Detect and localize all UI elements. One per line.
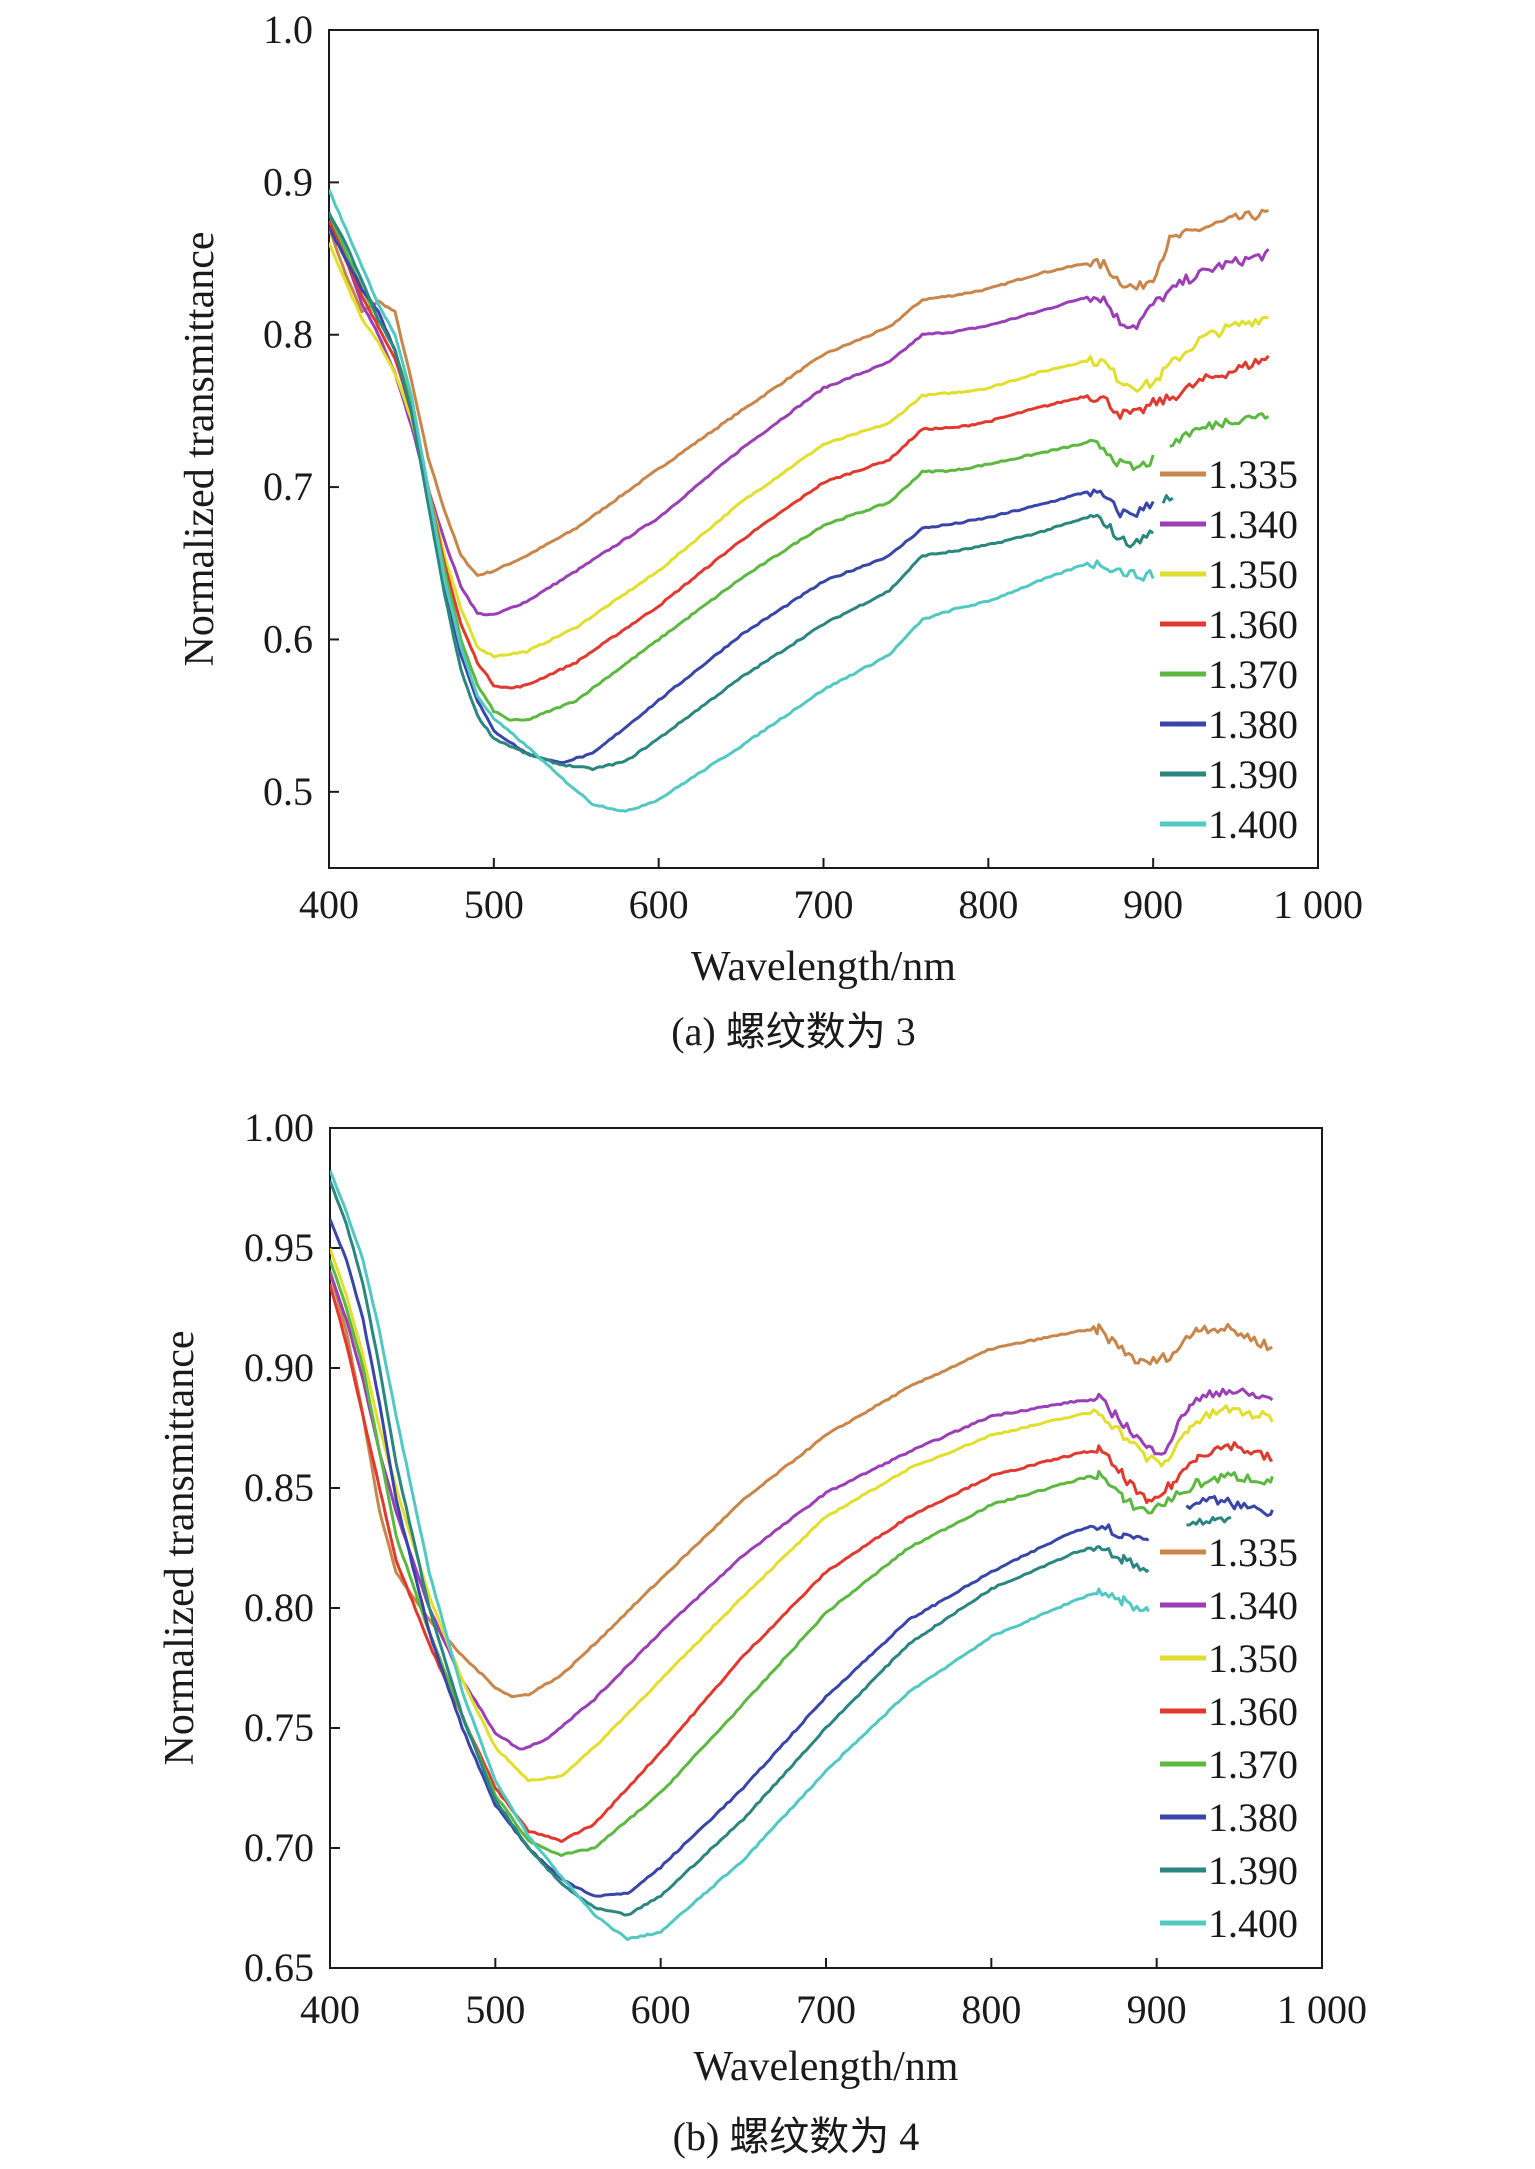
series-line-1-390 xyxy=(329,212,1155,772)
y-tick-label: 1.00 xyxy=(244,1105,314,1150)
series-group xyxy=(329,188,1270,813)
series-line-1-360 xyxy=(329,220,1270,690)
legend-label-1-350: 1.350 xyxy=(1208,1636,1298,1681)
x-tick-label: 700 xyxy=(796,1987,856,2032)
y-axis-title: Normalized transmittance xyxy=(157,1331,203,1766)
y-tick-label: 0.95 xyxy=(244,1225,314,1270)
x-tick-label: 1 000 xyxy=(1277,1987,1367,2032)
x-tick-label: 700 xyxy=(794,882,854,927)
series-line-1-380-segment xyxy=(1185,1494,1274,1518)
series-line-1-340 xyxy=(329,211,1270,617)
series-line-1-335 xyxy=(329,208,1269,577)
x-tick-label: 600 xyxy=(631,1987,691,2032)
x-tick-label: 1 000 xyxy=(1273,882,1363,927)
legend-label-1-370: 1.370 xyxy=(1208,652,1298,697)
y-tick-label: 0.5 xyxy=(263,769,313,814)
x-tick-label: 400 xyxy=(299,882,359,927)
series-line-1-350 xyxy=(329,242,1269,659)
legend-label-1-360: 1.360 xyxy=(1208,602,1298,647)
legend-label-1-340: 1.340 xyxy=(1208,502,1298,547)
legend-label-1-400: 1.400 xyxy=(1208,1901,1298,1946)
x-tick-label: 500 xyxy=(465,1987,525,2032)
chart-a: 400 500 600 700 800 900 1 000 0.5 0.6 0.7 0.8 0.9 1.… xyxy=(177,7,1363,1054)
y-axis-title: Normalized transmittance xyxy=(177,232,223,667)
legend-label-1-390: 1.390 xyxy=(1208,752,1298,797)
legend-label-1-400: 1.400 xyxy=(1208,802,1298,847)
y-tick-label: 0.80 xyxy=(244,1585,314,1630)
plot-frame xyxy=(328,29,1319,869)
x-tick-label: 900 xyxy=(1123,882,1183,927)
series-line-1-390-segment xyxy=(1186,1515,1232,1527)
series-line-1-390-segment xyxy=(1161,494,1174,504)
series-line-1-370-segment xyxy=(1169,412,1270,448)
series-line-1-360 xyxy=(330,1283,1273,1844)
y-tick-label: 0.6 xyxy=(263,616,313,661)
series-line-1-370 xyxy=(329,212,1155,722)
x-axis-title: Wavelength/nm xyxy=(691,944,956,990)
x-tick-label: 900 xyxy=(1127,1987,1187,2032)
legend-label-1-350: 1.350 xyxy=(1208,552,1298,597)
legend-label-1-390: 1.390 xyxy=(1208,1848,1298,1893)
y-tick-label: 0.7 xyxy=(263,464,313,509)
series-line-1-380 xyxy=(330,1218,1150,1898)
x-tick-label: 400 xyxy=(300,1987,360,2032)
y-tick-label: 0.75 xyxy=(244,1705,314,1750)
series-line-1-340 xyxy=(330,1271,1274,1751)
legend-label-1-370: 1.370 xyxy=(1208,1742,1298,1787)
series-line-1-390 xyxy=(330,1180,1150,1917)
series-line-1-400 xyxy=(330,1170,1150,1942)
legend-label-1-360: 1.360 xyxy=(1208,1689,1298,1734)
legend-label-1-335: 1.335 xyxy=(1208,452,1298,497)
series-group xyxy=(330,1170,1274,1942)
plot-frame xyxy=(329,1127,1323,1969)
x-tick-label: 500 xyxy=(464,882,524,927)
y-tick-label: 0.9 xyxy=(263,159,313,204)
y-tick-label: 0.90 xyxy=(244,1345,314,1390)
y-tick-label: 1.0 xyxy=(263,7,313,52)
x-tick-label: 600 xyxy=(629,882,689,927)
series-line-1-400 xyxy=(329,188,1155,813)
series-line-1-335 xyxy=(330,1271,1273,1699)
y-tick-label: 0.8 xyxy=(263,312,313,357)
y-tick-label: 0.70 xyxy=(244,1825,314,1870)
legend-label-1-340: 1.340 xyxy=(1208,1583,1298,1628)
y-tick-label: 0.85 xyxy=(244,1465,314,1510)
legend: 1.335 1.340 1.350 1.360 1.370 1.380 1.390 1.400 xyxy=(1160,1530,1298,1946)
y-tick-label: 0.65 xyxy=(244,1945,314,1990)
x-tick-label: 800 xyxy=(961,1987,1021,2032)
series-line-1-380 xyxy=(329,226,1155,765)
chart-b: 400 500 600 700 800 900 1 000 0.65 0.70 0.75 0.80 0… xyxy=(157,1105,1367,2159)
legend-label-1-380: 1.380 xyxy=(1208,702,1298,747)
legend: 1.335 1.340 1.350 1.360 1.370 1.380 1.390 1.400 xyxy=(1160,452,1298,847)
x-tick-label: 800 xyxy=(958,882,1018,927)
x-axis-title: Wavelength/nm xyxy=(694,2044,959,2090)
series-line-1-370 xyxy=(330,1259,1274,1858)
legend-label-1-335: 1.335 xyxy=(1208,1530,1298,1575)
chart-caption: (b) 螺纹数为 4 xyxy=(673,2114,920,2159)
chart-caption: (a) 螺纹数为 3 xyxy=(671,1009,915,1054)
series-line-1-350 xyxy=(330,1247,1274,1783)
legend-label-1-380: 1.380 xyxy=(1208,1795,1298,1840)
